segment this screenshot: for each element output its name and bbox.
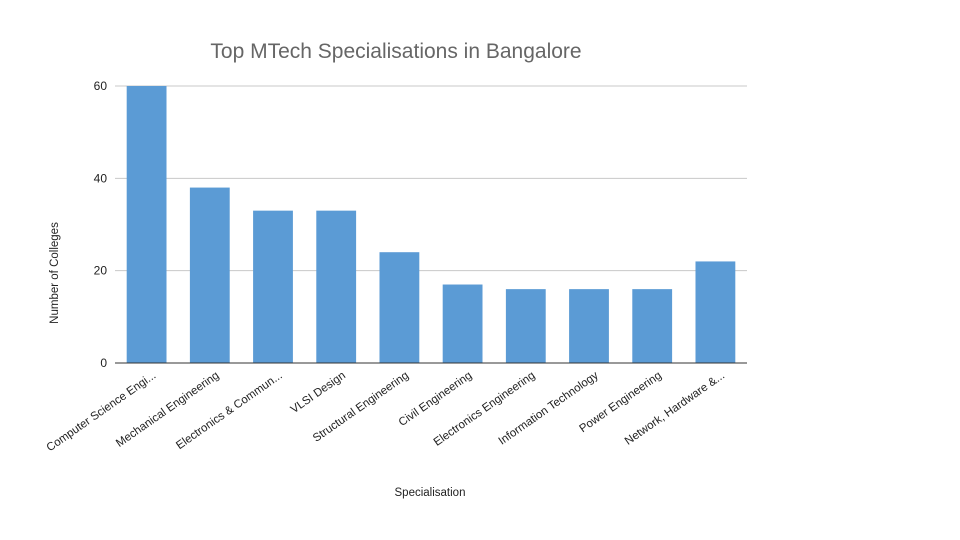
bar	[316, 210, 357, 363]
bar	[695, 261, 736, 363]
bar	[253, 210, 293, 363]
bar	[126, 86, 167, 363]
bar	[505, 289, 546, 363]
x-axis-categories: Computer Science Engi...Mechanical Engin…	[45, 369, 728, 454]
x-category-label: Network, Hardware &...	[623, 370, 727, 448]
y-tick-label: 60	[94, 79, 108, 93]
chart-title: Top MTech Specialisations in Bangalore	[210, 40, 581, 63]
x-category-label: VLSI Design	[289, 370, 348, 417]
bars	[126, 86, 736, 363]
x-axis-title: Specialisation	[395, 487, 466, 499]
y-tick-label: 40	[94, 171, 108, 185]
y-tick-label: 20	[94, 264, 108, 278]
x-category-label: Electronics & Commun...	[174, 370, 285, 452]
x-category-label: Computer Science Engi...	[45, 370, 159, 455]
x-category-label: Information Technology	[497, 369, 601, 447]
bar	[442, 284, 483, 363]
bar	[569, 289, 609, 363]
y-axis-title: Number of Colleges	[49, 222, 61, 324]
bar	[189, 187, 230, 363]
y-axis-ticks: 0 20 40 60	[94, 79, 108, 370]
x-category-label: Mechanical Engineering	[114, 370, 221, 450]
x-category-label: Electronics Engineering	[432, 370, 538, 449]
bar	[632, 289, 673, 363]
bar	[379, 252, 420, 363]
y-tick-label: 0	[100, 356, 107, 370]
